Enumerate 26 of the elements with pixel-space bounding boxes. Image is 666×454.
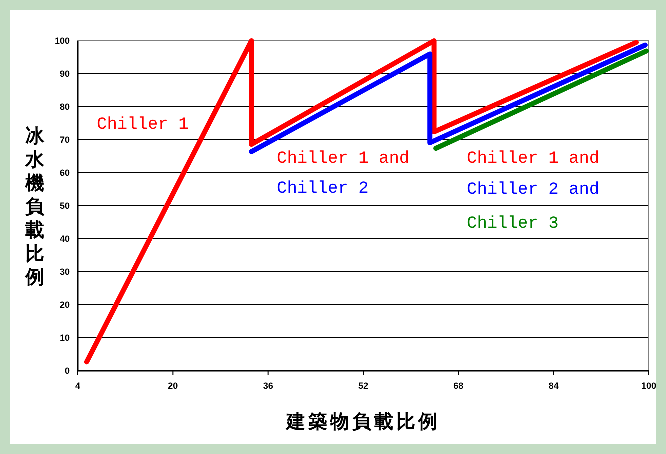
x-tick-label: 84 <box>548 381 559 391</box>
annotation: Chiller 1 <box>97 116 189 135</box>
x-tick-label: 100 <box>641 381 657 391</box>
y-tick-label: 90 <box>60 69 70 79</box>
y-tick-label: 40 <box>60 234 70 244</box>
y-tick-label: 20 <box>60 300 70 310</box>
y-tick-label: 10 <box>60 333 70 343</box>
annotation: Chiller 1 and <box>467 150 600 169</box>
annotation: Chiller 1 and <box>277 150 410 169</box>
y-tick-label: 70 <box>60 135 70 145</box>
y-tick-label: 50 <box>60 201 70 211</box>
annotation: Chiller 2 <box>277 180 369 199</box>
y-tick-label: 0 <box>64 366 70 376</box>
y-axis-title: 冰水機負載比例 <box>24 126 46 288</box>
annotation: Chiller 2 and <box>467 181 600 200</box>
y-tick-label: 80 <box>60 102 70 112</box>
y-tick-label: 100 <box>54 36 70 46</box>
x-tick-label: 36 <box>263 381 274 391</box>
x-axis-title: 建築物負載比例 <box>284 411 440 433</box>
y-tick-label: 60 <box>60 168 70 178</box>
x-tick-label: 4 <box>75 381 81 391</box>
y-tick-label: 30 <box>60 267 70 277</box>
x-tick-label: 68 <box>454 381 464 391</box>
x-tick-label: 52 <box>358 381 369 391</box>
x-tick-label: 20 <box>168 381 178 391</box>
annotation: Chiller 3 <box>467 215 559 234</box>
